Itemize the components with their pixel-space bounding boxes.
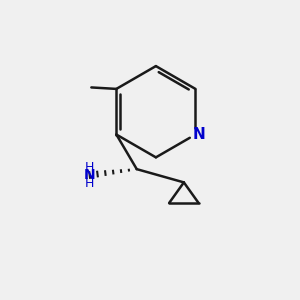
Text: N: N xyxy=(193,127,205,142)
Text: N: N xyxy=(84,168,95,182)
Text: H: H xyxy=(85,161,94,174)
Text: H: H xyxy=(85,177,94,190)
